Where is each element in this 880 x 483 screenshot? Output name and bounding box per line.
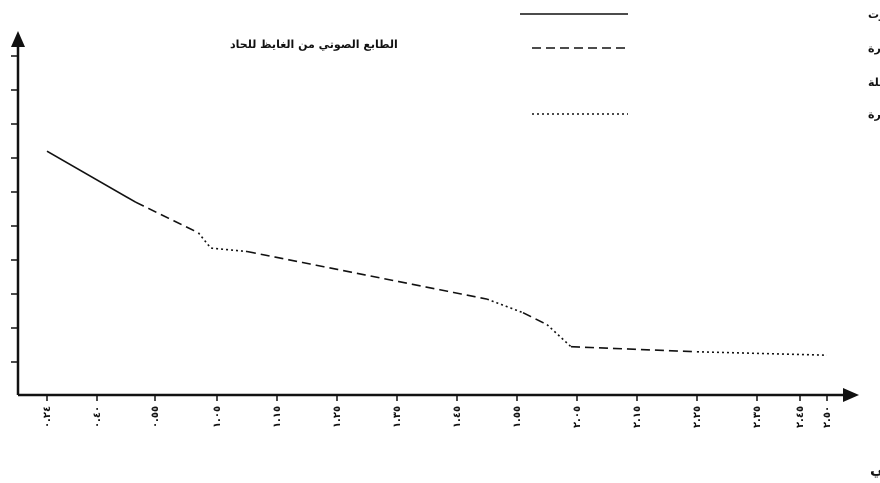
- series-segment-dashed: [135, 201, 199, 234]
- series-segment-dotted: [197, 232, 248, 253]
- ticks: ٠.٢٤ ٠.٤٠ ٠.٥٥ ١.٠٥ ١.١٥ ١.٢٥ ١.٣٥ ١.٤٥ ١.٥٥ ٢.٠٥…: [11, 55, 833, 428]
- x-tick-label: ٢.٥٠: [822, 406, 833, 428]
- legend: - تدل على استمرار الصوت - تدل على تقطع ال…: [520, 8, 880, 121]
- legend-item-label: - تدل على تقطع الصوت لفترة قصيرة: [868, 108, 880, 121]
- x-tick-label: ١.١٥: [272, 406, 283, 428]
- x-tick-label: ٠.٤٠: [92, 406, 103, 428]
- x-tick-label: ١.٢٥: [332, 406, 343, 428]
- legend-item-label: لفترة زمنية طويلة: [868, 76, 880, 89]
- y-axis-arrow: [11, 31, 25, 47]
- y-axis-label: الطابع الصوتي من الغايظ للحاد: [230, 38, 398, 51]
- x-tick-label: ١.٤٥: [452, 406, 463, 428]
- x-tick-label: ١.٠٥: [212, 406, 223, 428]
- x-tick-label: ٠.٢٤: [42, 406, 53, 428]
- legend-item-label: - تدل على استمرار الصوت: [868, 8, 880, 21]
- x-tick-label: ٢.٣٥: [752, 406, 763, 428]
- x-axis-arrow: [843, 388, 859, 402]
- series-segment-dotted: [546, 324, 572, 348]
- series-line: [46, 150, 828, 356]
- series-segment-dashed: [522, 311, 548, 326]
- x-axis-label: الزمن بالثواني: [870, 460, 880, 478]
- x-tick-label: ١.٣٥: [392, 406, 403, 428]
- series-segment-dashed: [246, 250, 488, 300]
- x-tick-label: ٢.٠٥: [572, 406, 583, 428]
- x-tick-label: ٢.٤٥: [795, 406, 806, 428]
- series-segment-solid: [46, 150, 137, 203]
- axes: [11, 31, 859, 402]
- x-tick-label: ٠.٥٥: [150, 406, 161, 428]
- x-tick-label: ١.٥٥: [512, 406, 523, 428]
- x-tick-label: ٢.١٥: [632, 406, 643, 428]
- series-segment-dotted: [486, 298, 524, 314]
- x-tick-label: ٢.٢٥: [692, 406, 703, 428]
- legend-item-label: - تدل على تقطع الصوت مع استمرارة: [868, 42, 880, 55]
- series-segment-dotted: [696, 351, 828, 356]
- series-segment-dashed: [570, 345, 698, 353]
